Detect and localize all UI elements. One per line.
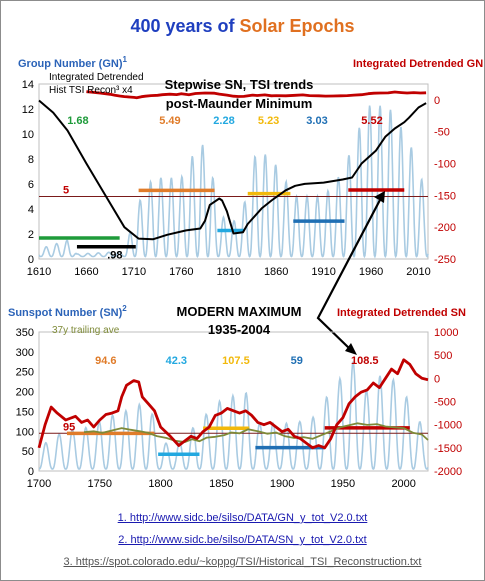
y-left-axis-superscript: 1 bbox=[123, 55, 128, 64]
y-left-tick-label: 350 bbox=[16, 327, 34, 339]
x-tick-label: 1750 bbox=[88, 478, 112, 490]
legend-text: 37y trailing ave bbox=[52, 325, 120, 336]
y-left-tick-label: 50 bbox=[22, 446, 34, 458]
y-right-tick-label: 0 bbox=[434, 95, 440, 107]
y-left-axis-superscript: 2 bbox=[122, 304, 127, 313]
x-tick-label: 2010 bbox=[406, 266, 430, 278]
x-tick-label: 1660 bbox=[74, 266, 98, 278]
black-series-line bbox=[38, 99, 427, 241]
x-tick-label: 1950 bbox=[331, 478, 355, 490]
plot-area bbox=[38, 331, 429, 472]
y-right-tick-label: -1500 bbox=[434, 443, 462, 455]
x-tick-label: 1760 bbox=[169, 266, 193, 278]
red-series-line bbox=[37, 358, 429, 450]
level-value-label: 2.28 bbox=[213, 115, 234, 127]
y-right-tick-label: -2000 bbox=[434, 466, 462, 478]
x-tick-label: 1910 bbox=[311, 266, 335, 278]
level-value-label: 5.52 bbox=[361, 115, 382, 127]
title-accent: Solar Epochs bbox=[239, 16, 355, 36]
chart-title: MODERN MAXIMUM bbox=[177, 304, 302, 319]
y-right-axis-title: Integrated Detrended GN bbox=[353, 58, 483, 70]
x-tick-label: 1860 bbox=[264, 266, 288, 278]
y-left-axis-title: Sunspot Number (SN)2 bbox=[8, 304, 127, 319]
y-left-tick-label: 0 bbox=[28, 466, 34, 478]
level-value-label: 5.49 bbox=[159, 115, 180, 127]
y-left-tick-label: 200 bbox=[16, 387, 34, 399]
y-left-tick-label: 300 bbox=[16, 347, 34, 359]
y-right-tick-label: -500 bbox=[434, 397, 456, 409]
chart-subtitle: post-Maunder Minimum bbox=[166, 96, 313, 111]
x-tick-label: 1700 bbox=[27, 478, 51, 490]
red-series-line bbox=[86, 90, 427, 100]
level-value-label: 94.6 bbox=[95, 355, 116, 367]
y-left-tick-label: 250 bbox=[16, 367, 34, 379]
reference-2[interactable]: 2. http://www.sidc.be/silso/DATA/SN_y_to… bbox=[118, 534, 367, 546]
y-right-tick-label: 500 bbox=[434, 350, 452, 362]
x-tick-label: 1710 bbox=[122, 266, 146, 278]
y-left-tick-label: 6 bbox=[28, 179, 34, 191]
main-title: 400 years of Solar Epochs bbox=[0, 16, 485, 37]
connector-arrow bbox=[316, 197, 382, 351]
legend-text: Hist TSI Recon³ x4 bbox=[49, 85, 133, 96]
level-value-label: .98 bbox=[107, 250, 122, 262]
y-left-tick-label: 10 bbox=[22, 129, 34, 141]
y-left-tick-label: 150 bbox=[16, 406, 34, 418]
y-left-tick-label: 8 bbox=[28, 154, 34, 166]
y-right-tick-label: 0 bbox=[434, 373, 440, 385]
x-tick-label: 1850 bbox=[209, 478, 233, 490]
legend-text: Integrated Detrended bbox=[49, 72, 144, 83]
y-left-tick-label: 100 bbox=[16, 426, 34, 438]
reference-line-label: 5 bbox=[63, 185, 69, 197]
chart-subtitle: 1935-2004 bbox=[208, 322, 271, 337]
y-left-axis-title: Group Number (GN)1 bbox=[18, 55, 128, 70]
level-value-label: 5.23 bbox=[258, 115, 279, 127]
arrow-head-up bbox=[374, 191, 385, 203]
x-tick-label: 1900 bbox=[270, 478, 294, 490]
reference-3[interactable]: 3. https://spot.colorado.edu/~koppg/TSI/… bbox=[63, 556, 422, 568]
arrow-head-down bbox=[345, 343, 357, 355]
y-right-tick-label: -200 bbox=[434, 222, 456, 234]
y-right-tick-label: -250 bbox=[434, 254, 456, 266]
olive-series-line bbox=[83, 422, 429, 443]
y-left-tick-label: 4 bbox=[28, 204, 34, 216]
level-value-label: 42.3 bbox=[166, 355, 187, 367]
y-left-tick-label: 14 bbox=[22, 79, 34, 91]
x-tick-label: 1610 bbox=[27, 266, 51, 278]
y-left-tick-label: 2 bbox=[28, 229, 34, 241]
reference-1[interactable]: 1. http://www.sidc.be/silso/DATA/GN_y_to… bbox=[117, 512, 368, 524]
sunspot-cycle-series bbox=[38, 361, 429, 471]
reference-line-label: 95 bbox=[63, 421, 75, 433]
y-left-tick-label: 0 bbox=[28, 254, 34, 266]
y-right-tick-label: -1000 bbox=[434, 420, 462, 432]
level-value-label: 1.68 bbox=[67, 115, 88, 127]
y-right-axis-title: Integrated Detrended SN bbox=[337, 307, 466, 319]
level-value-label: 107.5 bbox=[222, 355, 250, 367]
title-part1: 400 years of bbox=[130, 16, 240, 36]
x-tick-label: 2000 bbox=[391, 478, 415, 490]
plot-area bbox=[38, 83, 429, 260]
level-value-label: 3.03 bbox=[306, 115, 327, 127]
y-left-tick-label: 12 bbox=[22, 104, 34, 116]
sunspot-cycle-series bbox=[38, 105, 429, 259]
y-right-tick-label: -50 bbox=[434, 127, 450, 139]
y-right-tick-label: -150 bbox=[434, 190, 456, 202]
chart-title: Stepwise SN, TSI trends bbox=[165, 77, 314, 92]
x-tick-label: 1800 bbox=[148, 478, 172, 490]
y-right-tick-label: 1000 bbox=[434, 327, 458, 339]
x-tick-label: 1810 bbox=[217, 266, 241, 278]
level-value-label: 59 bbox=[291, 355, 303, 367]
level-value-label: 108.5 bbox=[351, 355, 379, 367]
y-right-tick-label: -100 bbox=[434, 159, 456, 171]
x-tick-label: 1960 bbox=[359, 266, 383, 278]
